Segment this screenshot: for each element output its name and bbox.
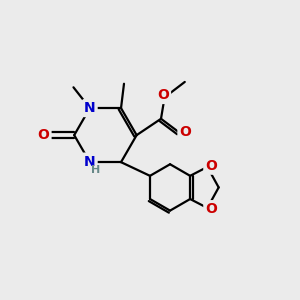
Text: O: O bbox=[205, 159, 217, 173]
Text: O: O bbox=[157, 88, 169, 102]
Text: O: O bbox=[38, 128, 50, 142]
Text: H: H bbox=[91, 166, 101, 176]
Text: O: O bbox=[179, 125, 191, 139]
Text: N: N bbox=[84, 101, 96, 115]
Text: N: N bbox=[84, 154, 96, 169]
Text: O: O bbox=[205, 202, 217, 216]
